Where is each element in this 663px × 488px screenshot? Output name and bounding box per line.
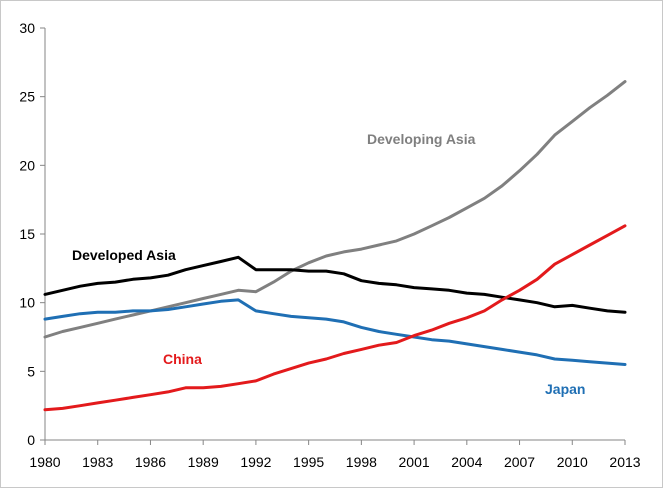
series-labels: Developing Asia Developed Asia Japan China [72,131,585,397]
x-tick-label: 1980 [29,454,60,470]
series-label-developing-asia: Developing Asia [367,131,476,147]
x-tick-label: 1986 [135,454,166,470]
series-lines [43,80,627,412]
series-line-developing-asia [43,80,627,339]
x-tick-label: 2007 [504,454,535,470]
x-tick-label: 1992 [240,454,271,470]
x-tick-label: 2013 [609,454,640,470]
series-label-japan: Japan [545,381,585,397]
x-tick-label: 2001 [399,454,430,470]
x-tick-label: 1995 [293,454,324,470]
series-line-japan [43,298,627,366]
series-label-china: China [163,351,202,367]
y-tick-label: 25 [19,89,35,105]
series-label-developed-asia: Developed Asia [72,247,176,263]
x-tick-label: 2010 [557,454,588,470]
y-tick-label: 10 [19,295,35,311]
y-tick-label: 30 [19,20,35,36]
y-tick-label: 0 [27,432,35,448]
y-tick-label: 20 [19,157,35,173]
y-tick-label: 5 [27,363,35,379]
y-tick-label: 15 [19,226,35,242]
x-tick-label: 2004 [451,454,482,470]
axes: 0 5 10 15 20 25 30 1980 1983 1986 1989 1992 1995 1998… [19,20,640,470]
x-tick-label: 1983 [82,454,113,470]
x-tick-label: 1998 [346,454,377,470]
series-line-developed-asia [43,255,627,314]
series-line-china [43,224,627,412]
x-tick-label: 1989 [188,454,219,470]
